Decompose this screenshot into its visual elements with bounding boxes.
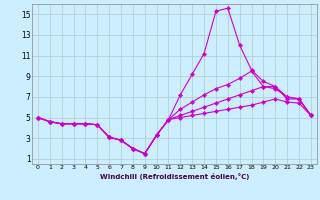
X-axis label: Windchill (Refroidissement éolien,°C): Windchill (Refroidissement éolien,°C) xyxy=(100,173,249,180)
